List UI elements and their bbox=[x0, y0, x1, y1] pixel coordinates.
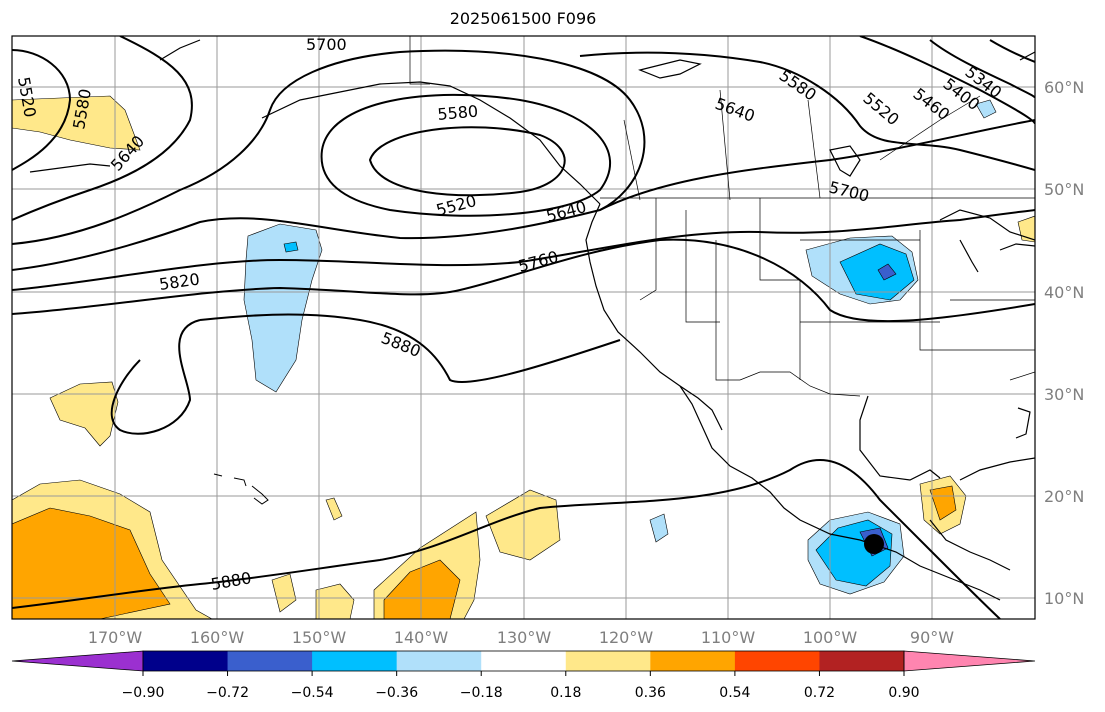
coastlines bbox=[29, 39, 1035, 601]
colorbar-tick-label: −0.72 bbox=[206, 685, 249, 701]
colorbar-swatch bbox=[903, 650, 1036, 672]
gridlines bbox=[12, 36, 1035, 619]
lat-label: 60°N bbox=[1044, 78, 1084, 97]
islands bbox=[213, 473, 269, 505]
colorbar-tick-label: 0.90 bbox=[888, 685, 919, 701]
colorbar-outline bbox=[142, 650, 905, 672]
lon-label: 90°W bbox=[910, 628, 954, 647]
positive-anomaly-shading bbox=[12, 95, 1035, 619]
lon-label: 100°W bbox=[803, 628, 858, 647]
colorbar-tick-label: −0.90 bbox=[122, 685, 165, 701]
lon-label: 150°W bbox=[292, 628, 347, 647]
colorbar-swatch bbox=[227, 651, 313, 671]
contour-label: 5700 bbox=[306, 35, 347, 54]
lat-label: 40°N bbox=[1044, 283, 1084, 302]
map-frame bbox=[11, 35, 1036, 620]
lon-label: 140°W bbox=[394, 628, 449, 647]
lat-label: 30°N bbox=[1044, 385, 1084, 404]
contour-label: 5580 bbox=[437, 102, 479, 124]
colorbar-swatch bbox=[734, 651, 820, 671]
colorbar-tick-label: −0.18 bbox=[460, 685, 503, 701]
colorbar-tick-label: 0.72 bbox=[804, 685, 835, 701]
colorbar-swatch bbox=[396, 651, 482, 671]
lon-label: 120°W bbox=[599, 628, 654, 647]
colorbar-swatch bbox=[11, 650, 144, 672]
colorbar: −0.90 −0.72 −0.54 −0.36 −0.18 0.18 0.36 0.54 0.7… bbox=[11, 650, 1036, 701]
height-contours bbox=[12, 36, 1035, 619]
lat-label: 20°N bbox=[1044, 487, 1084, 506]
colorbar-swatch bbox=[143, 651, 229, 671]
colorbar-swatch bbox=[819, 651, 905, 671]
lat-label: 50°N bbox=[1044, 180, 1084, 199]
lon-label: 160°W bbox=[190, 628, 245, 647]
colorbar-tick-label: 0.54 bbox=[719, 685, 750, 701]
colorbar-swatch bbox=[650, 651, 736, 671]
colorbar-tick-label: −0.36 bbox=[375, 685, 418, 701]
lon-label: 170°W bbox=[88, 628, 143, 647]
colorbar-swatch bbox=[565, 651, 651, 671]
negative-anomaly-shading bbox=[243, 99, 997, 595]
lon-label: 130°W bbox=[497, 628, 552, 647]
colorbar-tick-label: 0.36 bbox=[635, 685, 666, 701]
map-plot-area: 5700 5520 5580 5640 5580 5520 5640 5580 … bbox=[12, 35, 1035, 619]
colorbar-swatch bbox=[312, 651, 398, 671]
colorbar-tick-label: 0.18 bbox=[550, 685, 581, 701]
lat-label: 10°N bbox=[1044, 589, 1084, 608]
map-title: 2025061500 F096 bbox=[449, 9, 597, 28]
colorbar-swatch bbox=[481, 651, 567, 671]
latitude-labels: 60°N 50°N 40°N 30°N 20°N 10°N bbox=[1044, 78, 1084, 608]
black-dot-icon bbox=[864, 534, 884, 554]
colorbar-tick-label: −0.54 bbox=[291, 685, 334, 701]
lon-label: 110°W bbox=[701, 628, 756, 647]
longitude-labels: 170°W 160°W 150°W 140°W 130°W 120°W 110°… bbox=[88, 628, 954, 647]
